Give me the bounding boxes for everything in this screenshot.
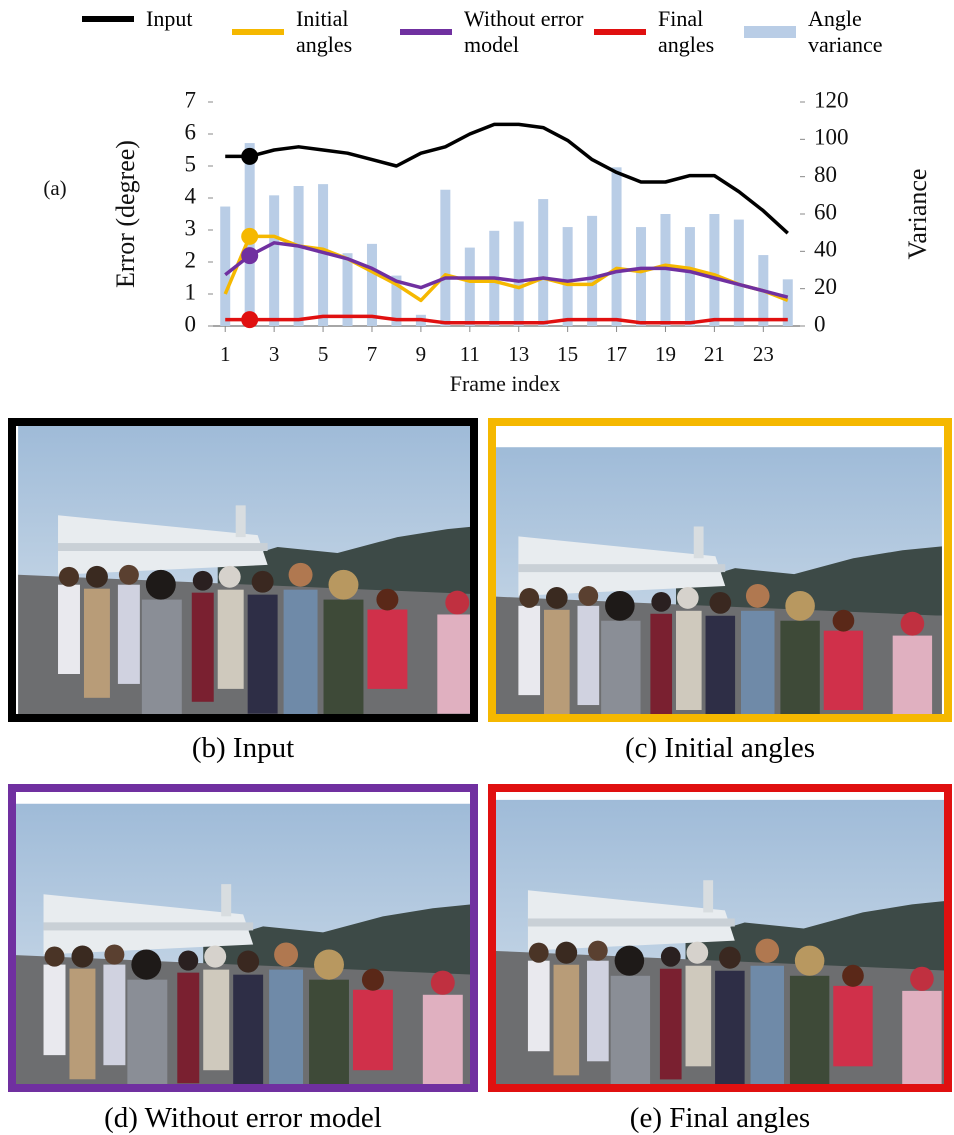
line — [225, 236, 788, 300]
panel-caption: (b) Input — [8, 732, 478, 765]
y-tick-label: 2 — [185, 247, 197, 272]
y-tick-label: 7 — [185, 87, 197, 112]
bar — [685, 227, 695, 326]
marker-dot — [241, 311, 258, 328]
x-tick-label: 21 — [704, 342, 725, 366]
panel-caption: (d) Without error model — [8, 1102, 478, 1135]
bar — [709, 214, 719, 326]
bar — [514, 221, 524, 326]
photo-panel — [488, 418, 952, 722]
photo-scene — [496, 800, 944, 1084]
y-tick-label: 5 — [185, 151, 197, 176]
photo — [16, 426, 470, 714]
y2-tick-label: 80 — [814, 162, 837, 187]
x-tick-label: 19 — [655, 342, 676, 366]
y-tick-label: 3 — [185, 215, 197, 240]
bar — [269, 195, 279, 326]
photo-panel — [8, 418, 478, 722]
bar — [367, 244, 377, 326]
marker-dot — [241, 247, 258, 264]
photo-scene — [18, 426, 470, 714]
bar — [587, 216, 597, 326]
x-tick-label: 3 — [269, 342, 280, 366]
bar — [612, 167, 622, 326]
y2-axis-title: Variance — [903, 169, 932, 260]
chart: (a) Error (degree) Variance Frame index … — [0, 0, 954, 405]
y2-tick-label: 120 — [814, 87, 849, 112]
x-tick-label: 1 — [220, 342, 231, 366]
page: InputInitial anglesWithout error modelFi… — [0, 0, 954, 1133]
panel-caption: (c) Initial angles — [485, 732, 954, 765]
y2-tick-label: 60 — [814, 199, 837, 224]
y-tick-label: 6 — [185, 119, 197, 144]
x-tick-label: 11 — [460, 342, 480, 366]
line — [225, 243, 788, 297]
x-tick-label: 5 — [318, 342, 329, 366]
bar — [734, 220, 744, 326]
x-tick-label: 17 — [606, 342, 627, 366]
y-tick-label: 1 — [185, 279, 197, 304]
photo — [496, 426, 944, 714]
bar — [538, 199, 548, 326]
y-tick-label: 0 — [185, 311, 197, 336]
marker-dot — [241, 148, 258, 165]
bar — [440, 190, 450, 326]
y2-tick-label: 20 — [814, 274, 837, 299]
photo-scene — [496, 447, 942, 714]
y2-tick-label: 0 — [814, 311, 826, 336]
y2-tick-label: 100 — [814, 125, 849, 150]
bar — [465, 248, 475, 326]
x-tick-label: 15 — [557, 342, 578, 366]
y2-tick-label: 40 — [814, 237, 837, 262]
y-axis-title: Error (degree) — [111, 140, 140, 288]
bar — [220, 207, 230, 326]
bar — [636, 227, 646, 326]
x-tick-label: 23 — [753, 342, 774, 366]
line — [225, 124, 788, 233]
x-axis-title: Frame index — [450, 371, 561, 396]
photo-panel — [488, 784, 952, 1092]
line — [225, 316, 788, 322]
bar — [563, 227, 573, 326]
x-tick-label: 7 — [367, 342, 378, 366]
y-tick-label: 4 — [185, 183, 197, 208]
x-tick-label: 9 — [416, 342, 427, 366]
panel-label: (a) — [43, 176, 66, 200]
panel-caption: (e) Final angles — [485, 1102, 954, 1135]
photo — [496, 792, 944, 1084]
photo-panel — [8, 784, 478, 1092]
bar — [294, 186, 304, 326]
marker-dot — [241, 228, 258, 245]
x-tick-label: 13 — [508, 342, 529, 366]
photo-scene — [16, 804, 470, 1084]
photo — [16, 792, 470, 1084]
